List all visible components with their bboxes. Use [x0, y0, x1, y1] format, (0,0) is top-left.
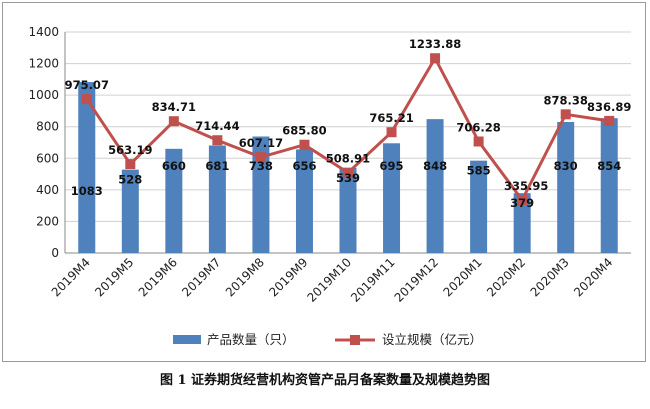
line-point: [343, 167, 353, 178]
bar: [78, 82, 96, 253]
x-tick-label: 2020M4: [571, 255, 615, 299]
bar: [557, 121, 575, 253]
bar: [339, 167, 357, 253]
line-value-label: 975.07: [65, 78, 109, 92]
line-point: [517, 194, 528, 205]
line-value-label: 714.44: [195, 119, 239, 133]
line-point: [168, 116, 179, 127]
bar-value-label: 528: [118, 173, 142, 187]
bar-value-label: 830: [554, 159, 578, 173]
bar: [600, 118, 618, 253]
line-point: [604, 115, 615, 126]
chart-frame: 0 200 400 600 800 1000 1200 1400 2019M4 2019M5 201…: [2, 2, 646, 362]
line-point: [255, 152, 266, 163]
line-value-label: 685.80: [282, 124, 326, 138]
line-value-label: 335.95: [504, 179, 548, 193]
bar-value-label: 656: [292, 159, 316, 173]
line-point: [212, 135, 223, 146]
bar: [383, 143, 401, 253]
x-tick-label: 2019M11: [348, 255, 398, 305]
bar-value-label: 738: [249, 159, 273, 173]
line-point: [560, 109, 571, 120]
legend-swatch-marker: [350, 335, 360, 345]
line-point: [125, 159, 136, 170]
line-value-label: 878.38: [543, 93, 587, 107]
line-value-label: 706.28: [456, 121, 500, 135]
figure-caption: 图 1 证券期货经营机构资管产品月备案数量及规模趋势图: [159, 373, 491, 388]
line-point: [430, 53, 441, 64]
y-tick-label: 800: [36, 120, 59, 134]
x-tick-label: 2020M1: [441, 255, 485, 299]
x-tick-label: 2019M12: [392, 255, 442, 305]
bar-value-label: 539: [336, 171, 360, 185]
y-tick-label: 0: [51, 246, 59, 260]
line-series: [81, 53, 615, 205]
y-tick-label: 1000: [28, 88, 59, 102]
line-value-label: 607.17: [239, 136, 283, 150]
line-value-label: 1233.88: [409, 37, 461, 51]
line-point: [386, 127, 397, 138]
bar-value-label: 379: [510, 196, 534, 210]
x-tick-label: 2019M4: [49, 255, 93, 299]
bar: [121, 169, 139, 253]
bar: [513, 193, 531, 253]
y-tick-label: 400: [36, 183, 59, 197]
x-tick-label: 2019M5: [92, 255, 136, 299]
legend-label-line: 设立规模（亿元）: [382, 332, 482, 347]
y-tick-label: 200: [36, 214, 59, 228]
bar-value-label: 585: [467, 164, 491, 178]
bar: [470, 160, 488, 253]
bar-value-label: 681: [205, 159, 229, 173]
bar-series: [78, 82, 618, 253]
bar: [165, 148, 183, 253]
line-point: [473, 136, 484, 147]
bar-value-label: 848: [423, 159, 447, 173]
y-tick-label: 1200: [28, 57, 59, 71]
line-value-label: 563.19: [108, 143, 152, 157]
bar: [208, 145, 226, 253]
bar-value-label: 1083: [71, 184, 103, 198]
line-value-label: 834.71: [152, 100, 196, 114]
data-labels: 1083 528 660 681 738 656 539 695 848 585 379 830 854…: [65, 37, 632, 210]
line-point: [81, 94, 92, 105]
bar: [426, 119, 444, 253]
x-tick-label: 2020M3: [528, 255, 572, 299]
x-tick-label: 2019M10: [305, 255, 355, 305]
bar-value-label: 660: [162, 159, 186, 173]
bar-value-label: 695: [380, 159, 404, 173]
x-tick-label: 2019M8: [223, 255, 267, 299]
x-tick-label: 2020M2: [484, 255, 528, 299]
legend-label-bar: 产品数量（只）: [207, 332, 295, 347]
bar: [252, 136, 270, 253]
x-tick-label: 2019M7: [179, 255, 223, 299]
y-tick-label: 1400: [28, 25, 59, 39]
x-tick-label: 2019M9: [266, 255, 310, 299]
y-tick-label: 600: [36, 151, 59, 165]
line-point: [299, 139, 310, 150]
bar-value-label: 854: [597, 159, 621, 173]
line-value-label: 508.91: [326, 152, 370, 166]
legend-swatch-bar: [173, 335, 201, 344]
line-value-label: 765.21: [369, 111, 413, 125]
x-tick-label: 2019M6: [136, 255, 180, 299]
line-value-label: 836.89: [587, 100, 631, 114]
bar: [295, 149, 313, 253]
legend: 产品数量（只） 设立规模（亿元）: [173, 332, 482, 347]
